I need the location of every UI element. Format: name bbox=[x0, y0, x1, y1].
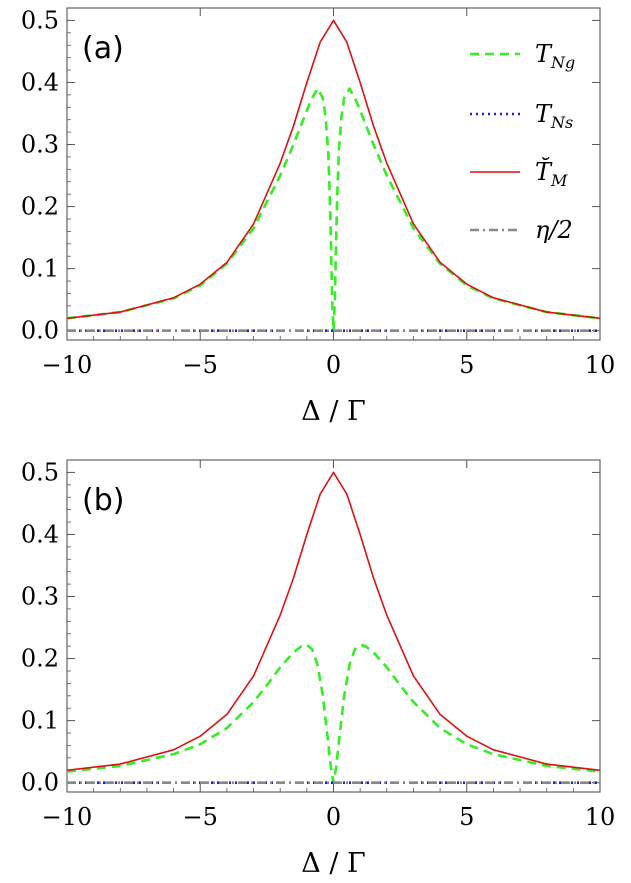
legend-entry: TNg bbox=[535, 40, 575, 72]
series-line-tng bbox=[66, 87, 601, 332]
legend-entry: TNs bbox=[535, 100, 573, 132]
y-tick-label: 0.4 bbox=[21, 520, 59, 548]
plot-frame bbox=[66, 459, 601, 793]
legend-entry: η/2 bbox=[535, 216, 573, 244]
x-axis-label: Δ / Γ bbox=[301, 396, 366, 427]
series-line-tm bbox=[66, 471, 601, 772]
x-tick-label: −10 bbox=[42, 803, 93, 831]
y-tick-label: 0.2 bbox=[21, 193, 59, 221]
y-tick-label: 0.5 bbox=[21, 458, 59, 486]
chart-panel-b: −10 −5 0 5 10 0.0 0.1 0.2 0.3 0.4 0.5 Δ / Γ (b) bbox=[21, 458, 615, 879]
x-tick-label: 0 bbox=[326, 803, 341, 831]
y-tick-label: 0.3 bbox=[21, 583, 59, 611]
x-tick-label: −10 bbox=[42, 351, 93, 379]
series-line-tm bbox=[66, 19, 601, 320]
legend: TNg TNs T̆M η/2 bbox=[470, 40, 575, 244]
y-tick-label: 0.1 bbox=[21, 255, 59, 283]
y-tick-label: 0.4 bbox=[21, 68, 59, 96]
panel-label: (b) bbox=[82, 483, 124, 518]
y-tick-label: 0.1 bbox=[21, 707, 59, 735]
x-tick-label: 10 bbox=[585, 803, 616, 831]
y-tick-label: 0.5 bbox=[21, 6, 59, 34]
x-tick-label: 0 bbox=[326, 351, 341, 379]
y-tick-label: 0.0 bbox=[21, 769, 59, 797]
x-axis-label: Δ / Γ bbox=[301, 848, 366, 879]
y-tick-label: 0.2 bbox=[21, 645, 59, 673]
x-tick-label: −5 bbox=[183, 803, 218, 831]
panel-label: (a) bbox=[82, 31, 124, 66]
x-tick-label: 5 bbox=[459, 351, 474, 379]
y-tick-label: 0.3 bbox=[21, 131, 59, 159]
legend-entry: T̆M bbox=[535, 158, 568, 190]
chart-panel-a: −10 −5 0 5 100.00.10.20.30.40.5Δ / Γ(a) TNgTN… bbox=[21, 6, 615, 427]
x-tick-label: 5 bbox=[459, 803, 474, 831]
y-tick-label: 0.0 bbox=[21, 317, 59, 345]
plot-frame bbox=[66, 7, 601, 341]
x-tick-label: −5 bbox=[183, 351, 218, 379]
series-line-tng bbox=[66, 643, 601, 784]
x-tick-label: 10 bbox=[585, 351, 616, 379]
